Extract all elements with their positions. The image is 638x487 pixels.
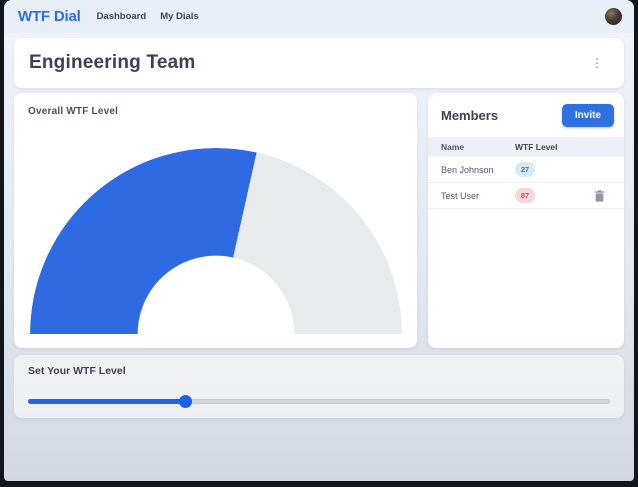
member-level-cell: 87 [515, 188, 575, 203]
column-header-wtf-level: WTF Level [515, 142, 558, 152]
members-header: Members Invite [428, 93, 624, 137]
member-actions [575, 163, 624, 177]
overall-wtf-title: Overall WTF Level [28, 106, 119, 117]
wtf-level-badge: 27 [515, 162, 535, 177]
members-table-header: Name WTF Level [428, 137, 624, 157]
trash-icon [594, 189, 605, 205]
nav-links: Dashboard My Dials [97, 11, 199, 22]
app-window: WTF Dial Dashboard My Dials Engineering … [4, 0, 634, 481]
page-title: Engineering Team [29, 52, 196, 73]
gauge-value: 57 [200, 289, 231, 319]
member-name: Test User [441, 190, 480, 201]
wtf-gauge: 57 [29, 148, 402, 334]
brand-logo[interactable]: WTF Dial [18, 8, 81, 25]
members-title: Members [441, 108, 499, 123]
slider-thumb[interactable] [178, 395, 192, 408]
member-level-cell: 27 [515, 162, 575, 177]
members-table: Name WTF Level Ben Johnson 27 [428, 137, 624, 209]
nav-link-my-dials[interactable]: My Dials [160, 11, 199, 22]
delete-member-button[interactable] [591, 189, 608, 203]
members-card: Members Invite Name WTF Level Ben Johnso… [428, 93, 624, 348]
invite-button[interactable]: Invite [561, 104, 614, 127]
kebab-menu-icon[interactable]: ⋮ [591, 56, 603, 70]
wtf-slider[interactable] [28, 395, 610, 408]
top-navbar: WTF Dial Dashboard My Dials [4, 0, 634, 33]
user-avatar[interactable] [605, 8, 622, 25]
set-wtf-level-card: Set Your WTF Level [14, 355, 624, 418]
overall-wtf-card: Overall WTF Level 57 [14, 93, 417, 348]
nav-link-dashboard[interactable]: Dashboard [96, 11, 147, 22]
wtf-level-badge: 87 [515, 188, 535, 203]
slider-fill [28, 399, 186, 404]
main-content: Engineering Team ⋮ Overall WTF Level 57 … [4, 33, 634, 481]
member-row: Test User 87 [428, 183, 624, 209]
member-row: Ben Johnson 27 [428, 157, 624, 183]
column-header-name: Name [441, 142, 465, 152]
set-wtf-level-title: Set Your WTF Level [28, 365, 126, 377]
middle-row: Overall WTF Level 57 Members Invite Name… [14, 93, 624, 348]
member-name: Ben Johnson [441, 164, 494, 175]
slider-track[interactable] [28, 399, 610, 404]
gauge-wrap: 57 [28, 117, 403, 336]
member-actions [575, 189, 624, 203]
page-header-card: Engineering Team ⋮ [14, 38, 624, 88]
